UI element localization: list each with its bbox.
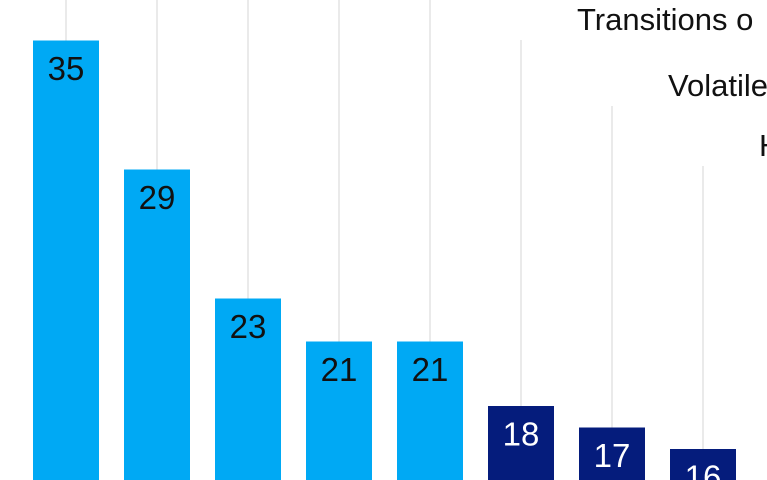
value-label: 21	[321, 351, 358, 388]
bar	[215, 298, 281, 480]
value-label: 21	[412, 351, 449, 388]
bar	[488, 406, 554, 480]
bar	[397, 341, 463, 480]
bar	[579, 427, 645, 480]
bar	[124, 169, 190, 480]
category-label: Transitions o	[577, 2, 753, 37]
bar	[670, 449, 736, 480]
value-label: 17	[594, 437, 631, 474]
value-label: 18	[503, 416, 540, 453]
value-label: 29	[139, 179, 176, 216]
bar	[33, 40, 99, 480]
category-label: H	[759, 128, 767, 163]
value-label: 35	[48, 50, 85, 87]
value-label: 23	[230, 308, 267, 345]
bar	[306, 341, 372, 480]
category-label: Volatile	[668, 68, 767, 103]
value-label: 16	[685, 459, 722, 480]
